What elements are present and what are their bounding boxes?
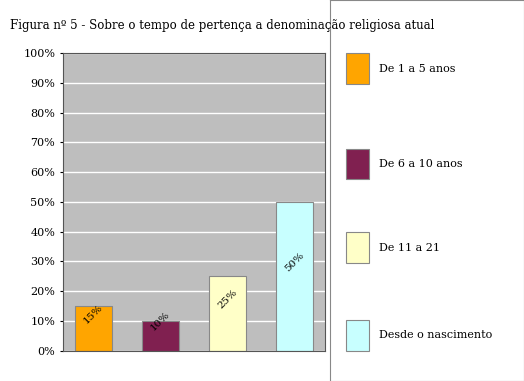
FancyBboxPatch shape: [346, 320, 369, 351]
Text: Figura nº 5 - Sobre o tempo de pertença a denominação religiosa atual: Figura nº 5 - Sobre o tempo de pertença …: [10, 19, 435, 32]
FancyBboxPatch shape: [346, 232, 369, 263]
Text: 50%: 50%: [283, 251, 306, 273]
Text: 10%: 10%: [149, 310, 172, 333]
Text: 15%: 15%: [82, 303, 105, 325]
FancyBboxPatch shape: [346, 53, 369, 84]
Text: De 6 a 10 anos: De 6 a 10 anos: [378, 159, 462, 169]
Text: De 11 a 21: De 11 a 21: [378, 243, 440, 253]
Text: Desde o nascimento: Desde o nascimento: [378, 330, 492, 340]
Text: De 1 a 5 anos: De 1 a 5 anos: [378, 64, 455, 74]
Bar: [209, 276, 246, 351]
Bar: [276, 202, 313, 351]
Text: 25%: 25%: [216, 288, 239, 311]
FancyBboxPatch shape: [346, 149, 369, 179]
Bar: [75, 306, 112, 351]
Bar: [142, 321, 179, 351]
